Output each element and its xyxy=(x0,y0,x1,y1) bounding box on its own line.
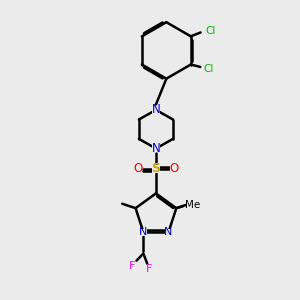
Text: S: S xyxy=(152,162,160,175)
Text: N: N xyxy=(139,227,148,237)
Text: O: O xyxy=(134,162,143,175)
FancyBboxPatch shape xyxy=(140,229,147,236)
Text: N: N xyxy=(152,103,160,116)
FancyBboxPatch shape xyxy=(203,66,214,72)
FancyBboxPatch shape xyxy=(146,266,152,272)
Text: F: F xyxy=(129,261,135,271)
Text: Cl: Cl xyxy=(205,26,215,36)
Text: F: F xyxy=(146,264,152,274)
FancyBboxPatch shape xyxy=(205,28,215,34)
FancyBboxPatch shape xyxy=(152,145,160,152)
FancyBboxPatch shape xyxy=(185,201,200,208)
Text: O: O xyxy=(169,162,178,175)
Text: Me: Me xyxy=(185,200,200,210)
Text: N: N xyxy=(164,227,173,237)
FancyBboxPatch shape xyxy=(129,263,135,269)
FancyBboxPatch shape xyxy=(165,229,172,236)
FancyBboxPatch shape xyxy=(134,165,142,172)
Text: Cl: Cl xyxy=(203,64,214,74)
FancyBboxPatch shape xyxy=(152,165,160,172)
FancyBboxPatch shape xyxy=(152,106,160,114)
Text: N: N xyxy=(152,142,160,155)
FancyBboxPatch shape xyxy=(169,165,178,172)
